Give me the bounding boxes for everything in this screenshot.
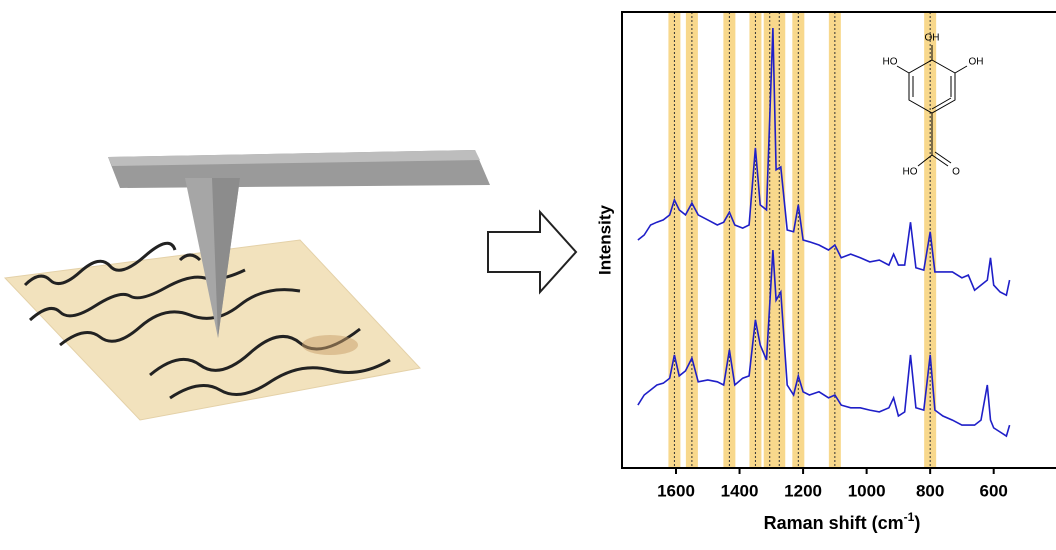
y-axis-label: Intensity (595, 205, 614, 275)
spectrum (637, 27, 1011, 297)
arrow (487, 209, 578, 295)
x-label-end: ) (914, 513, 920, 533)
spectrum-plot (637, 12, 1011, 468)
plot-frame (621, 11, 1056, 469)
x-tick-label: 600 (980, 481, 1008, 500)
molecule-label: HO (903, 167, 918, 178)
molecule: OH HO OH HO O (883, 33, 984, 178)
spectrum (637, 249, 1011, 438)
x-tick-label: 1600 (657, 481, 695, 500)
x-tick-label: 1000 (848, 481, 886, 500)
x-tick-label: 1400 (721, 481, 759, 500)
x-tick-label: 800 (916, 481, 944, 500)
molecule-label: HO (883, 57, 898, 68)
molecule-label: O (952, 167, 960, 178)
molecule-label: OH (925, 33, 940, 44)
x-label-text: Raman shift (cm (764, 513, 904, 533)
x-axis-label: Raman shift (cm-1) (764, 510, 921, 533)
x-label-sup: -1 (904, 510, 915, 524)
afm-illustration (3, 150, 490, 421)
x-tick-label: 1200 (784, 481, 822, 500)
molecule-label: OH (969, 57, 984, 68)
